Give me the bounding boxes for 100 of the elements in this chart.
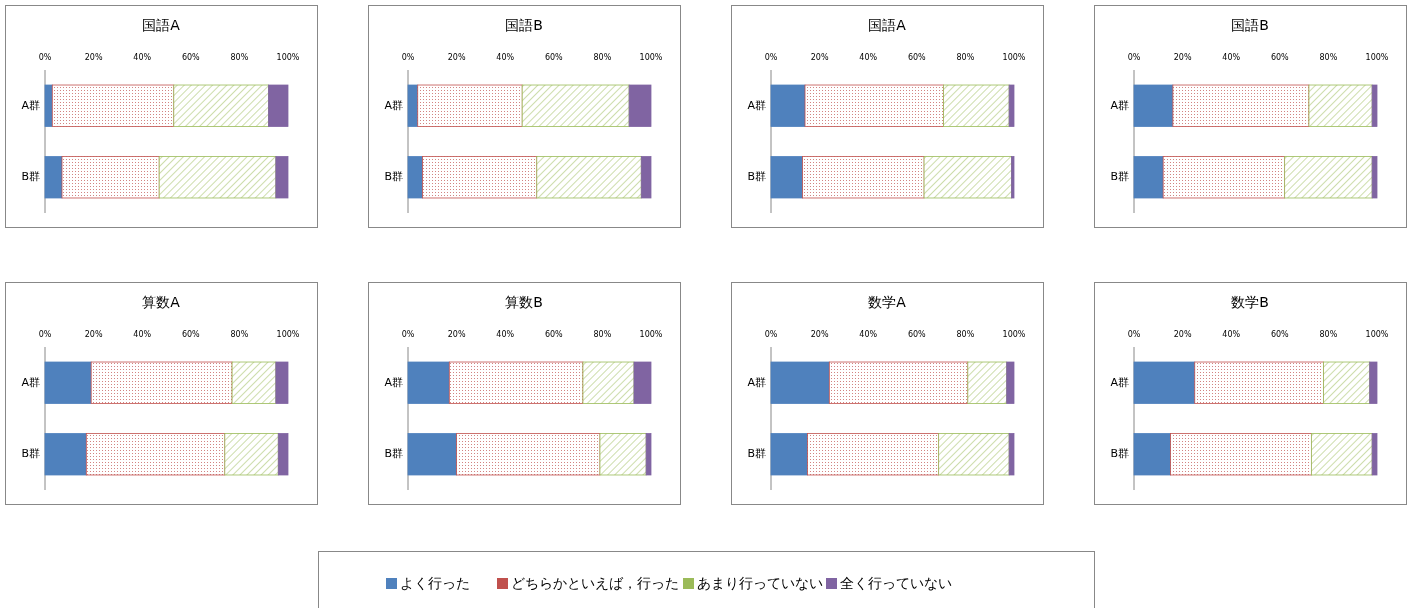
x-tick-label: 40% — [133, 330, 152, 339]
y-tick-label: B群 — [21, 170, 40, 184]
bar — [923, 156, 1012, 199]
bar — [173, 84, 269, 127]
y-tick-label: A群 — [747, 98, 766, 112]
y-tick-label: A群 — [384, 98, 403, 112]
text: あまり行っていない — [697, 575, 823, 591]
bar — [277, 433, 289, 476]
y-tick-label: A群 — [1110, 375, 1129, 389]
x-tick-label: 60% — [907, 53, 927, 62]
x-tick-label: 20% — [447, 330, 466, 339]
chart-title: 算数B — [505, 294, 543, 310]
x-tick-label: 0% — [764, 53, 778, 62]
bar — [1194, 361, 1324, 404]
x-tick-label: 80% — [593, 330, 612, 339]
bar — [1162, 156, 1286, 199]
y-tick-label: B群 — [21, 447, 40, 461]
x-tick-label: 100% — [276, 53, 300, 62]
bar — [44, 156, 63, 199]
x-tick-label: 40% — [133, 53, 152, 62]
bar — [268, 84, 289, 127]
bar — [770, 361, 830, 404]
bar — [1308, 84, 1373, 127]
x-tick-label: 60% — [907, 330, 927, 339]
bar — [407, 84, 419, 127]
bar — [1133, 84, 1174, 127]
y-tick-label: A群 — [21, 98, 40, 112]
y-tick-label: A群 — [1110, 98, 1129, 112]
bar — [417, 84, 523, 127]
bar — [275, 156, 289, 199]
y-tick-label: A群 — [384, 375, 403, 389]
x-tick-label: 0% — [1127, 53, 1141, 62]
chart-title: 国語A — [142, 17, 181, 33]
bar — [1369, 361, 1378, 404]
bar — [536, 156, 642, 199]
x-tick-label: 100% — [639, 53, 663, 62]
bar — [44, 433, 87, 476]
bar — [44, 84, 53, 127]
bar — [158, 156, 277, 199]
bar — [628, 84, 652, 127]
chart-title: 数学A — [868, 294, 907, 310]
y-tick-label: B群 — [384, 447, 403, 461]
legend-label: 全く行っていない — [840, 575, 952, 591]
bar — [645, 433, 652, 476]
bar — [422, 156, 538, 199]
x-tick-label: 0% — [401, 53, 415, 62]
bar — [407, 156, 423, 199]
bar — [224, 433, 279, 476]
y-tick-label: A群 — [747, 375, 766, 389]
bar — [770, 84, 806, 127]
bar — [407, 433, 457, 476]
chart-title: 国語A — [868, 17, 907, 33]
x-tick-label: 60% — [1270, 330, 1290, 339]
bar — [85, 433, 226, 476]
bar — [633, 361, 652, 404]
x-tick-label: 100% — [1002, 53, 1026, 62]
text: どちらかといえば，行った — [511, 575, 679, 591]
x-tick-label: 20% — [84, 330, 103, 339]
x-tick-label: 100% — [1365, 330, 1389, 339]
x-tick-label: 80% — [230, 330, 249, 339]
x-tick-label: 20% — [1173, 53, 1192, 62]
y-tick-label: B群 — [1110, 447, 1129, 461]
bar — [521, 84, 630, 127]
x-tick-label: 20% — [1173, 330, 1192, 339]
bar — [231, 361, 277, 404]
x-tick-label: 0% — [38, 330, 52, 339]
bar — [582, 361, 635, 404]
bar — [802, 156, 925, 199]
bar — [938, 433, 1010, 476]
x-tick-label: 20% — [447, 53, 466, 62]
x-tick-label: 40% — [496, 330, 515, 339]
x-tick-label: 40% — [1222, 330, 1241, 339]
chart-title: 数学B — [1231, 294, 1269, 310]
bar — [770, 433, 808, 476]
y-tick-label: B群 — [747, 447, 766, 461]
x-tick-label: 80% — [1319, 330, 1338, 339]
x-tick-label: 20% — [810, 53, 829, 62]
x-tick-label: 60% — [181, 330, 201, 339]
x-tick-label: 60% — [544, 53, 564, 62]
x-tick-label: 80% — [1319, 53, 1338, 62]
bar — [1133, 361, 1196, 404]
bar — [1284, 156, 1373, 199]
x-tick-label: 40% — [496, 53, 515, 62]
y-tick-label: B群 — [384, 170, 403, 184]
bar — [44, 361, 92, 404]
x-tick-label: 0% — [38, 53, 52, 62]
x-tick-label: 80% — [230, 53, 249, 62]
x-tick-label: 40% — [1222, 53, 1241, 62]
x-tick-label: 60% — [1270, 53, 1290, 62]
x-tick-label: 60% — [181, 53, 201, 62]
bar — [1323, 361, 1371, 404]
x-tick-label: 80% — [593, 53, 612, 62]
bar — [51, 84, 175, 127]
bar — [640, 156, 652, 199]
x-tick-label: 20% — [810, 330, 829, 339]
bar — [456, 433, 601, 476]
x-tick-label: 80% — [956, 330, 975, 339]
bar — [61, 156, 160, 199]
x-tick-label: 100% — [1365, 53, 1389, 62]
y-tick-label: B群 — [747, 170, 766, 184]
